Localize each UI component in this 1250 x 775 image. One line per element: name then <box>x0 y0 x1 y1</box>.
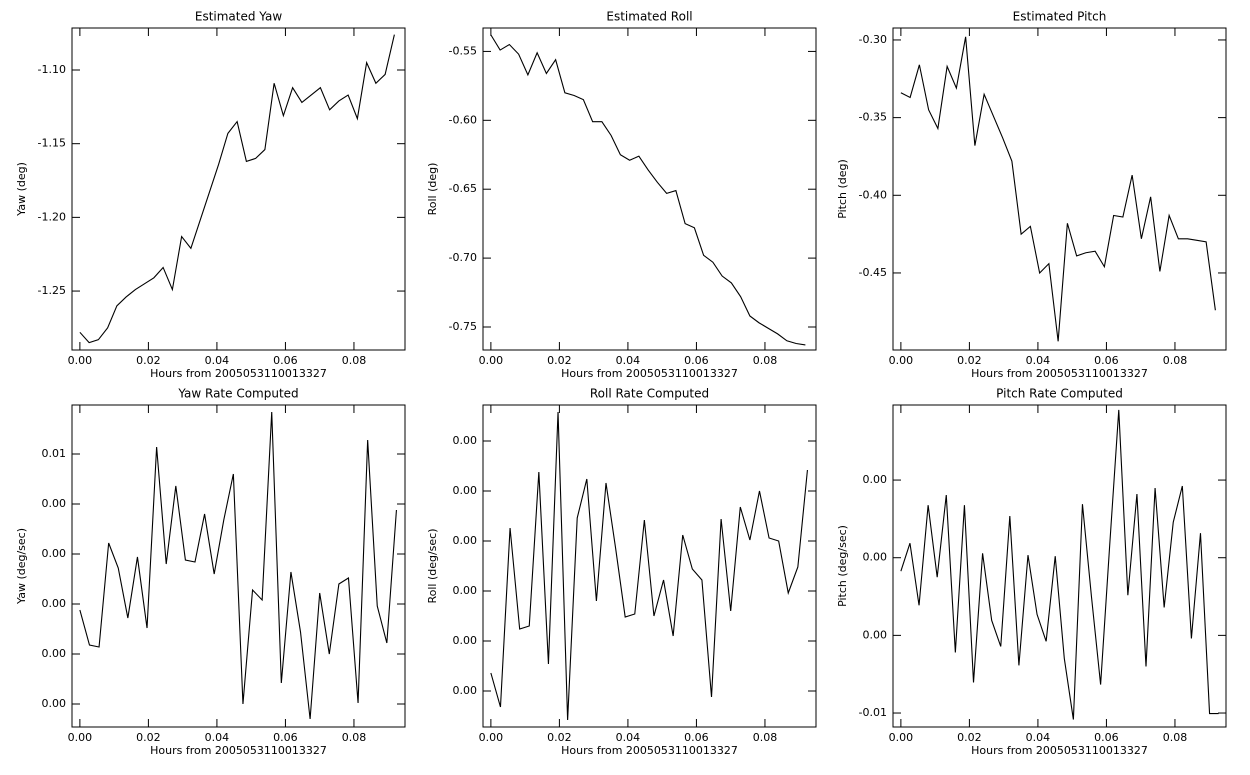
x-tick-label: 0.02 <box>136 731 161 744</box>
x-tick-label: 0.00 <box>889 731 914 744</box>
y-tick-label: 0.00 <box>453 434 478 447</box>
x-tick-label: 0.08 <box>342 731 367 744</box>
x-axis-label: Hours from 2005053110013327 <box>561 367 738 380</box>
chart-title: Estimated Pitch <box>1013 10 1107 24</box>
data-line <box>900 409 1219 720</box>
y-axis-label: Roll (deg/sec) <box>426 528 439 603</box>
plot-frame <box>892 404 1227 728</box>
y-tick-label: 0.00 <box>42 597 67 610</box>
y-tick-label: -0.70 <box>449 251 477 264</box>
data-line <box>490 411 808 721</box>
y-tick-label: 0.00 <box>453 484 478 497</box>
y-tick-label: -1.10 <box>38 63 66 76</box>
x-tick-label: 0.02 <box>957 354 982 367</box>
x-tick-label: 0.06 <box>273 354 298 367</box>
x-tick-label: 0.02 <box>547 354 572 367</box>
y-tick-label: -0.55 <box>449 44 477 57</box>
x-tick-label: 0.04 <box>205 731 230 744</box>
y-tick-label: -0.40 <box>859 188 887 201</box>
y-tick-label: -0.01 <box>859 706 887 719</box>
x-tick-label: 0.08 <box>1163 731 1188 744</box>
y-tick-label: -0.45 <box>859 266 887 279</box>
y-tick-label: 0.00 <box>453 684 478 697</box>
y-tick-label: 0.00 <box>453 584 478 597</box>
x-tick-label: 0.06 <box>684 354 709 367</box>
data-line <box>79 34 395 344</box>
y-tick-label: -0.65 <box>449 182 477 195</box>
x-tick-label: 0.06 <box>273 731 298 744</box>
data-line <box>900 36 1216 342</box>
y-tick-label: -1.25 <box>38 284 66 297</box>
plot-frame <box>71 27 406 351</box>
x-tick-label: 0.00 <box>68 354 93 367</box>
y-tick-label: 0.00 <box>42 647 67 660</box>
y-tick-label: 0.01 <box>42 447 67 460</box>
chart-title: Estimated Yaw <box>195 10 282 24</box>
x-tick-label: 0.02 <box>547 731 572 744</box>
y-tick-label: 0.00 <box>42 497 67 510</box>
x-tick-label: 0.08 <box>753 354 778 367</box>
x-axis-label: Hours from 2005053110013327 <box>561 744 738 757</box>
x-tick-label: 0.04 <box>616 354 641 367</box>
y-tick-label: -1.15 <box>38 137 66 150</box>
y-tick-label: 0.00 <box>453 534 478 547</box>
plot-frame <box>892 27 1227 351</box>
x-tick-label: 0.06 <box>1094 354 1119 367</box>
y-axis-label: Pitch (deg) <box>836 159 849 219</box>
y-tick-label: 0.00 <box>863 473 888 486</box>
data-line <box>79 411 397 720</box>
chart-title: Pitch Rate Computed <box>996 387 1123 401</box>
x-tick-label: 0.04 <box>205 354 230 367</box>
y-axis-label: Yaw (deg/sec) <box>15 528 28 605</box>
x-tick-label: 0.04 <box>1026 731 1051 744</box>
x-axis-label: Hours from 2005053110013327 <box>150 744 327 757</box>
y-tick-label: 0.00 <box>42 547 67 560</box>
x-tick-label: 0.06 <box>1094 731 1119 744</box>
x-tick-label: 0.04 <box>1026 354 1051 367</box>
y-tick-label: 0.00 <box>863 628 888 641</box>
x-tick-label: 0.08 <box>1163 354 1188 367</box>
x-tick-label: 0.00 <box>889 354 914 367</box>
y-axis-label: Pitch (deg/sec) <box>836 525 849 607</box>
x-tick-label: 0.00 <box>479 731 504 744</box>
x-tick-label: 0.02 <box>957 731 982 744</box>
data-line <box>490 34 806 346</box>
x-tick-label: 0.08 <box>753 731 778 744</box>
y-tick-label: -0.75 <box>449 320 477 333</box>
x-axis-label: Hours from 2005053110013327 <box>971 744 1148 757</box>
x-axis-label: Hours from 2005053110013327 <box>971 367 1148 380</box>
x-tick-label: 0.00 <box>479 354 504 367</box>
x-tick-label: 0.02 <box>136 354 161 367</box>
chart-title: Roll Rate Computed <box>590 387 709 401</box>
y-tick-label: 0.00 <box>453 634 478 647</box>
y-tick-label: 0.00 <box>42 697 67 710</box>
x-tick-label: 0.04 <box>616 731 641 744</box>
x-tick-label: 0.06 <box>684 731 709 744</box>
plot-frame <box>482 27 817 351</box>
plot-frame <box>482 404 817 728</box>
y-tick-label: 0.00 <box>863 551 888 564</box>
plot-frame <box>71 404 406 728</box>
x-axis-label: Hours from 2005053110013327 <box>150 367 327 380</box>
x-tick-label: 0.08 <box>342 354 367 367</box>
y-tick-label: -0.30 <box>859 33 887 46</box>
chart-title: Yaw Rate Computed <box>177 387 298 401</box>
x-tick-label: 0.00 <box>68 731 93 744</box>
y-axis-label: Yaw (deg) <box>15 162 28 217</box>
y-tick-label: -0.35 <box>859 111 887 124</box>
y-tick-label: -1.20 <box>38 210 66 223</box>
y-axis-label: Roll (deg) <box>426 163 439 216</box>
chart-title: Estimated Roll <box>606 10 692 24</box>
y-tick-label: -0.60 <box>449 113 477 126</box>
